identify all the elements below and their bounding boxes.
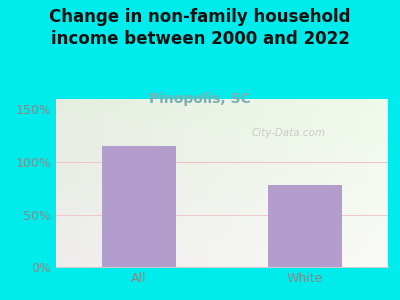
Text: City-Data.com: City-Data.com: [251, 128, 326, 138]
Bar: [102, 146, 176, 267]
Text: Change in non-family household
income between 2000 and 2022: Change in non-family household income be…: [49, 8, 351, 48]
Bar: [268, 185, 342, 267]
Text: Pinopolis, SC: Pinopolis, SC: [149, 92, 251, 106]
